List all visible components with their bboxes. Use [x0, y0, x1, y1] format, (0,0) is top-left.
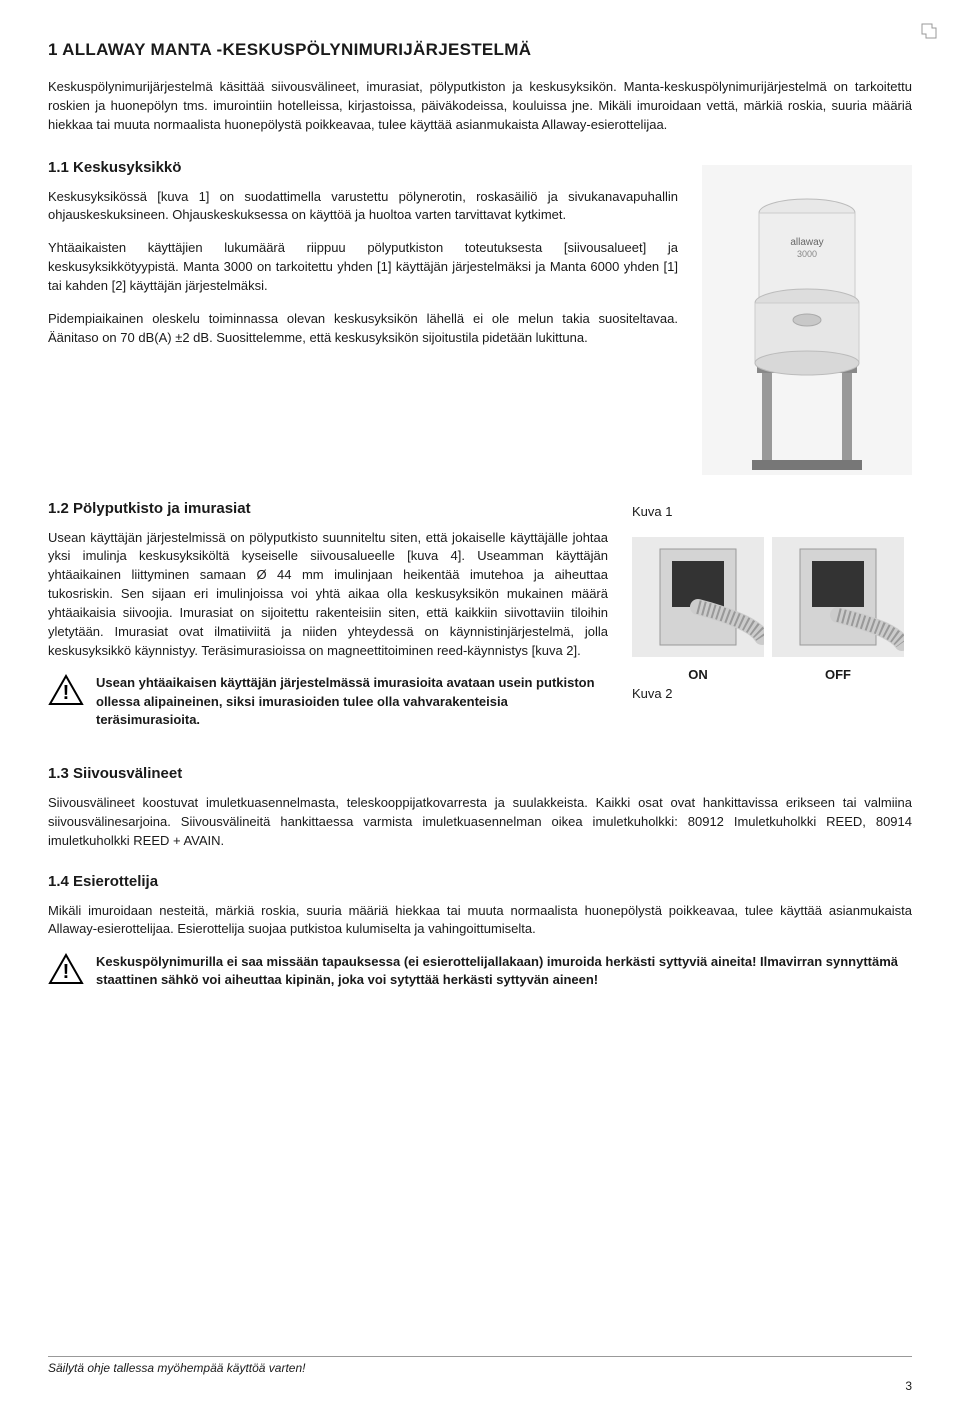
section-1-4-p1: Mikäli imuroidaan nesteitä, märkiä roski…	[48, 902, 912, 940]
section-1-1-row: 1.1 Keskusyksikkö Keskusyksikössä [kuva …	[48, 159, 912, 480]
footer-divider	[48, 1356, 912, 1357]
vacuum-figure: allaway 3000	[702, 159, 912, 480]
section-1-3-heading: 1.3 Siivousvälineet	[48, 765, 912, 782]
warning-icon: !	[48, 674, 84, 706]
section-1-3-p1: Siivousvälineet koostuvat imuletkuasenne…	[48, 794, 912, 851]
page-title: 1 ALLAWAY MANTA -KESKUSPÖLYNIMURIJÄRJEST…	[48, 40, 912, 60]
section-1-1-heading: 1.1 Keskusyksikkö	[48, 159, 678, 176]
svg-text:!: !	[63, 961, 70, 983]
section-1-2-p1: Usean käyttäjän järjestelmissä on pölypu…	[48, 529, 608, 661]
section-1-2-row: 1.2 Pölyputkisto ja imurasiat Usean käyt…	[48, 500, 912, 745]
inlet-on-image	[632, 537, 764, 657]
svg-text:allaway: allaway	[790, 237, 823, 248]
off-label: OFF	[772, 667, 904, 682]
section-1-4-alert-text: Keskuspölynimurilla ei saa missään tapau…	[96, 953, 912, 989]
kuva-2-label: Kuva 2	[632, 686, 912, 701]
section-1-3: 1.3 Siivousvälineet Siivousvälineet koos…	[48, 765, 912, 851]
intro-paragraph: Keskuspölynimurijärjestelmä käsittää sii…	[48, 78, 912, 135]
section-1-1-p2: Yhtäaikaisten käyttäjien lukumäärä riipp…	[48, 239, 678, 296]
section-1-2-alert: ! Usean yhtäaikaisen käyttäjän järjestel…	[48, 674, 608, 729]
corner-decoration	[920, 22, 938, 40]
section-1-4: 1.4 Esierottelija Mikäli imuroidaan nest…	[48, 873, 912, 990]
section-1-1-p1: Keskusyksikössä [kuva 1] on suodattimell…	[48, 188, 678, 226]
on-label: ON	[632, 667, 764, 682]
vacuum-unit-image: allaway 3000	[702, 165, 912, 475]
svg-text:3000: 3000	[797, 249, 817, 259]
footer-note: Säilytä ohje tallessa myöhempää käyttöä …	[48, 1361, 305, 1375]
section-1-2-alert-text: Usean yhtäaikaisen käyttäjän järjestelmä…	[96, 674, 608, 729]
svg-text:!: !	[63, 682, 70, 704]
warning-icon: !	[48, 953, 84, 985]
section-1-1-p3: Pidempiaikainen oleskelu toiminnassa ole…	[48, 310, 678, 348]
page-number: 3	[905, 1379, 912, 1393]
section-1-4-alert: ! Keskuspölynimurilla ei saa missään tap…	[48, 953, 912, 989]
kuva-1-label: Kuva 1	[632, 504, 912, 519]
inlet-figure-block: Kuva 1 ON OFF Kuva 2	[632, 500, 912, 701]
section-1-2-heading: 1.2 Pölyputkisto ja imurasiat	[48, 500, 608, 517]
section-1-4-heading: 1.4 Esierottelija	[48, 873, 912, 890]
inlet-off-image	[772, 537, 904, 657]
